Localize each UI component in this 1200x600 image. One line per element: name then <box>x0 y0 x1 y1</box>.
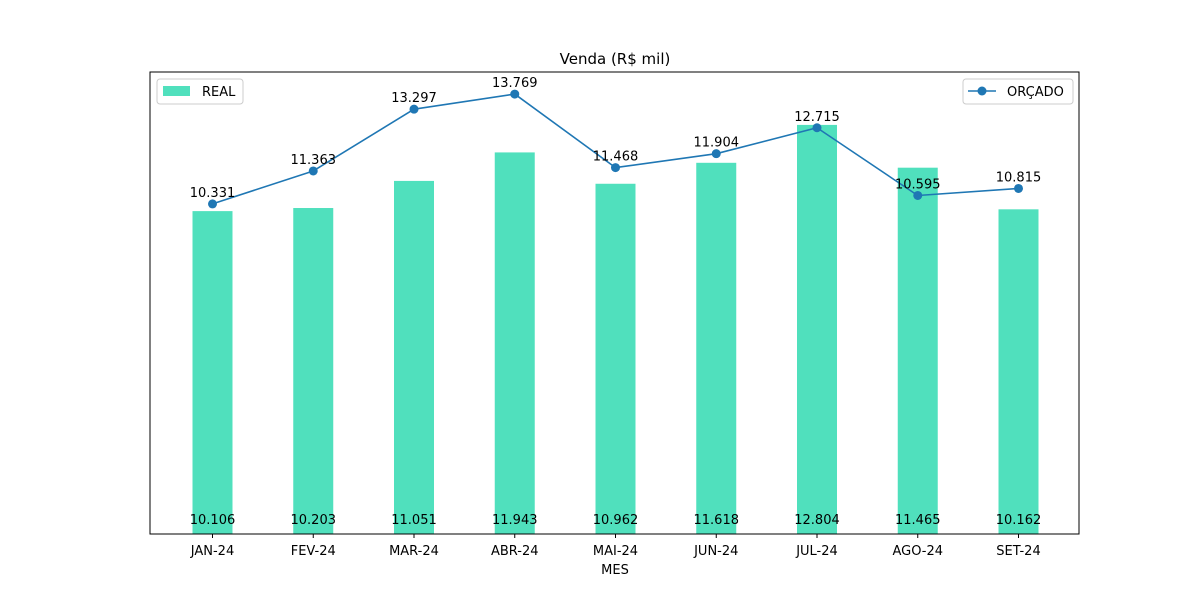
point-orcado <box>308 166 318 176</box>
data-label-real: 11.465 <box>895 513 941 528</box>
data-label-orcado: 13.769 <box>492 76 538 91</box>
x-tick-label: MAR-24 <box>389 544 439 559</box>
data-label-real: 10.962 <box>593 513 639 528</box>
data-label-real: 11.618 <box>694 513 740 528</box>
data-label-orcado: 11.468 <box>593 150 639 165</box>
data-label-real: 10.106 <box>190 513 236 528</box>
legend-orcado-box <box>962 78 1074 105</box>
legend-real-swatch <box>163 86 190 96</box>
data-label-orcado: 10.815 <box>996 170 1042 185</box>
bar-real <box>293 208 334 535</box>
bar-real <box>192 211 233 534</box>
chart-title: Venda (R$ mil) <box>560 50 671 68</box>
x-axis: JAN-24 FEV-24 MAR-24 ABR-24 MAI-24 JUN-24 JUL-… <box>190 534 1041 559</box>
data-label-orcado: 11.363 <box>291 153 337 168</box>
point-orcado <box>913 190 923 200</box>
bar-real <box>394 180 434 534</box>
point-orcado <box>510 89 520 99</box>
bars-layer <box>192 124 1039 535</box>
plot-frame <box>149 71 1080 535</box>
bar-real <box>494 152 535 534</box>
bar-real <box>998 209 1039 534</box>
data-label-orcado: 10.595 <box>895 177 941 192</box>
point-orcado <box>611 163 620 173</box>
data-label-real: 10.162 <box>996 513 1042 528</box>
x-tick-label: JAN-24 <box>190 544 234 559</box>
point-orcado <box>409 104 419 114</box>
data-label-orcado: 11.904 <box>694 136 740 151</box>
point-orcado <box>208 199 217 209</box>
bar-real <box>797 124 837 534</box>
x-tick-label: MAI-24 <box>593 544 638 559</box>
x-axis-title: MES <box>601 563 629 578</box>
legend-orcado-marker <box>977 86 987 96</box>
x-tick-label: ABR-24 <box>491 544 539 559</box>
data-label-real: 12.804 <box>794 513 840 528</box>
line-layer <box>208 89 1023 209</box>
legend-real-box <box>156 78 244 105</box>
labels-layer: 10.331 11.363 13.297 13.769 11.468 11.904 12.7… <box>190 76 1042 528</box>
bar-real <box>897 167 938 535</box>
point-orcado <box>1014 183 1023 193</box>
data-label-real: 10.203 <box>291 513 337 528</box>
data-label-orcado: 13.297 <box>391 91 437 106</box>
point-orcado <box>711 149 721 159</box>
x-tick-label: SET-24 <box>996 544 1040 559</box>
data-label-real: 11.943 <box>492 513 538 528</box>
x-tick-label: AGO-24 <box>892 544 943 559</box>
data-label-orcado: 12.715 <box>794 110 840 125</box>
data-label-orcado: 10.331 <box>190 186 236 201</box>
point-orcado <box>812 123 822 133</box>
bar-real <box>696 162 737 534</box>
x-tick-label: FEV-24 <box>291 544 336 559</box>
data-label-real: 11.051 <box>391 513 437 528</box>
legend-orcado: ORÇADO <box>962 78 1074 105</box>
legend-orcado-label: ORÇADO <box>1007 85 1064 100</box>
legend-real-label: REAL <box>202 85 236 100</box>
bar-real <box>595 183 636 534</box>
x-tick-label: JUL-24 <box>795 544 838 559</box>
legend-real: REAL <box>156 78 244 105</box>
x-tick-label: JUN-24 <box>693 544 738 559</box>
